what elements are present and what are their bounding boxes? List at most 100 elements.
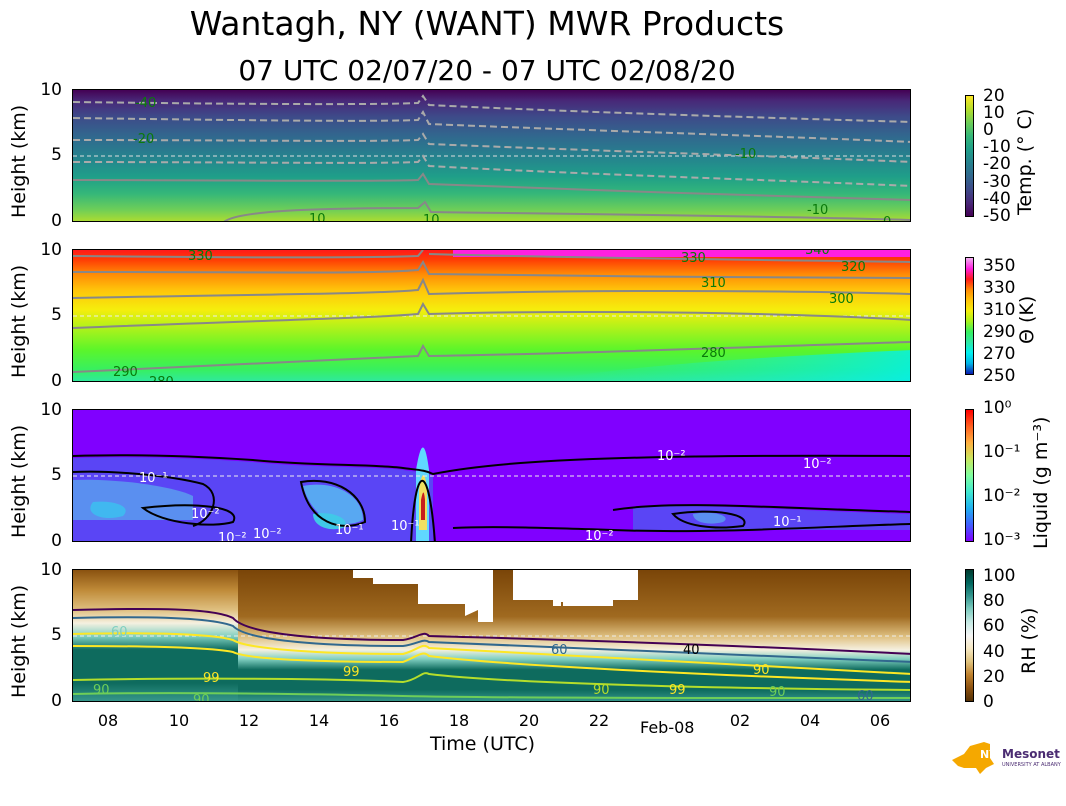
rh-contour-label: 90 (753, 663, 770, 678)
liquid-contour-label: 10⁻² (585, 529, 614, 542)
temperature-field (73, 90, 910, 221)
theta-colorbar (965, 257, 974, 375)
rh-contour-label: 99 (669, 683, 686, 698)
temperature-colorbar-tick: -10 (983, 137, 1011, 157)
rh-contour-label: 90 (593, 683, 610, 698)
rh-contour-label: 40 (683, 643, 700, 658)
temperature-contour-label: -10 (735, 147, 756, 162)
theta-contour-label: 300 (829, 292, 854, 307)
temperature-contour-label: 10 (309, 212, 326, 222)
theta-colorbar-label: Θ (K) (1016, 295, 1038, 344)
temperature-colorbar-label: Temp. (° C) (1014, 108, 1036, 215)
y-tick-label: 10 (40, 80, 62, 100)
svg-text:Mesonet: Mesonet (1002, 747, 1060, 761)
x-tick-label: 20 (518, 711, 540, 730)
liquid-colorbar-label: Liquid (g m⁻³) (1030, 416, 1052, 549)
theta-contour-label: 330 (188, 250, 213, 264)
rh-contour-label: 90 (93, 683, 110, 698)
x-tick-label: 06 (869, 711, 891, 730)
x-tick-label: 16 (378, 711, 400, 730)
temperature-colorbar-tick: -40 (983, 189, 1011, 209)
x-tick-label: 02 (729, 711, 751, 730)
y-tick-label: 0 (51, 371, 62, 391)
liquid-contour-label: 10⁻² (218, 531, 247, 542)
liquid-contour-label: 10⁻¹ (139, 471, 168, 486)
temperature-colorbar-tick: 20 (983, 86, 1005, 106)
rh-colorbar-label: RH (%) (1018, 607, 1040, 674)
temperature-colorbar (965, 95, 974, 217)
x-tick-label: 18 (448, 711, 470, 730)
x-tick-label: 14 (308, 711, 330, 730)
x-tick-label: 10 (168, 711, 190, 730)
temperature-colorbar-tick: -30 (983, 172, 1011, 192)
theta-contour-label: 340 (805, 250, 830, 258)
theta-panel: 330 330 320 340 310 300 280 290 280 (72, 249, 911, 382)
temperature-contour-label: -20 (133, 132, 154, 147)
y-tick-label: 5 (51, 625, 62, 645)
temperature-colorbar-tick: -50 (983, 206, 1011, 226)
liquid-contour-label: 10⁻² (803, 457, 832, 472)
rh-colorbar-tick: 0 (983, 692, 994, 712)
temperature-contour-label: -10 (807, 203, 828, 218)
theta-contour-label: 330 (681, 251, 706, 266)
liquid-colorbar (965, 409, 974, 542)
rh-colorbar (965, 569, 974, 702)
temperature-contour-label: 10 (423, 213, 440, 222)
y-tick-label: 0 (51, 211, 62, 231)
theta-colorbar-tick: 330 (983, 278, 1016, 298)
theta-colorbar-tick: 270 (983, 344, 1016, 364)
x-tick-label: 12 (238, 711, 260, 730)
rh-contour-label: 60 (857, 689, 874, 702)
y-tick-label: 5 (51, 145, 62, 165)
rh-panel: 40 60 90 99 90 99 60 90 60 99 90 90 (72, 569, 911, 702)
liquid-plot: 10⁻¹ 10⁻² 10⁻² 10⁻¹ 10⁻¹ 10⁻² 10⁻² 10⁻² … (73, 410, 910, 542)
theta-contour-label: 310 (701, 276, 726, 291)
liquid-contour-label: 10⁻² (191, 507, 220, 522)
rh-contour-label: 90 (769, 685, 786, 700)
liquid-colorbar-tick: 10⁻³ (983, 530, 1021, 550)
y-tick-label: 0 (51, 691, 62, 711)
rh-contour-label: 90 (193, 693, 210, 702)
rh-contour-label: 60 (111, 625, 128, 640)
y-tick-label: 10 (40, 240, 62, 260)
temperature-colorbar-tick: 10 (983, 103, 1005, 123)
temperature-plot: -40 -20 10 10 -10 0 -10 (73, 90, 910, 222)
rh-contour-label: 99 (343, 665, 360, 680)
liquid-colorbar-tick: 10⁰ (983, 398, 1012, 418)
x-tick-label: 08 (97, 711, 119, 730)
rh-colorbar-tick: 60 (983, 616, 1005, 636)
liquid-contour-label: 10⁻² (253, 527, 282, 542)
temperature-colorbar-tick: -20 (983, 154, 1011, 174)
theta-colorbar-tick: 350 (983, 256, 1016, 276)
y-tick-label: 10 (40, 560, 62, 580)
rh-plot: 40 60 90 99 90 99 60 90 60 99 90 90 (73, 570, 910, 702)
temperature-contour-label: -40 (135, 96, 156, 111)
temperature-colorbar-tick: 0 (983, 120, 994, 140)
y-tick-label: 0 (51, 531, 62, 551)
theta-colorbar-tick: 250 (983, 366, 1016, 386)
liquid-contour-label: 10⁻² (657, 449, 686, 464)
svg-text:UNIVERSITY AT ALBANY: UNIVERSITY AT ALBANY (1002, 762, 1062, 768)
figure-title: Wantagh, NY (WANT) MWR Products (189, 4, 785, 43)
x-date-label: Feb-08 (640, 718, 695, 737)
rh-colorbar-tick: 80 (983, 591, 1005, 611)
liquid-colorbar-tick: 10⁻² (983, 486, 1021, 506)
liquid-colorbar-tick: 10⁻¹ (983, 442, 1021, 462)
figure-subtitle: 07 UTC 02/07/20 - 07 UTC 02/08/20 (238, 54, 736, 87)
rh-contour-label: 60 (551, 643, 568, 658)
theta-contour-label: 320 (841, 260, 866, 275)
y-tick-label: 10 (40, 400, 62, 420)
x-tick-label: 22 (588, 711, 610, 730)
svg-text:NYS: NYS (980, 748, 1005, 761)
rh-colorbar-tick: 40 (983, 642, 1005, 662)
rh-colorbar-tick: 20 (983, 667, 1005, 687)
liquid-contour-label: 10⁻¹ (335, 523, 364, 538)
liquid-panel: 10⁻¹ 10⁻² 10⁻² 10⁻¹ 10⁻¹ 10⁻² 10⁻² 10⁻² … (72, 409, 911, 542)
theta-contour-label: 290 (113, 365, 138, 380)
theta-plot: 330 330 320 340 310 300 280 290 280 (73, 250, 910, 382)
y-tick-label: 5 (51, 305, 62, 325)
liquid-contour-label: 10⁻¹ (773, 515, 802, 530)
theta-contour-label: 280 (149, 375, 174, 382)
x-axis-label: Time (UTC) (430, 733, 536, 755)
